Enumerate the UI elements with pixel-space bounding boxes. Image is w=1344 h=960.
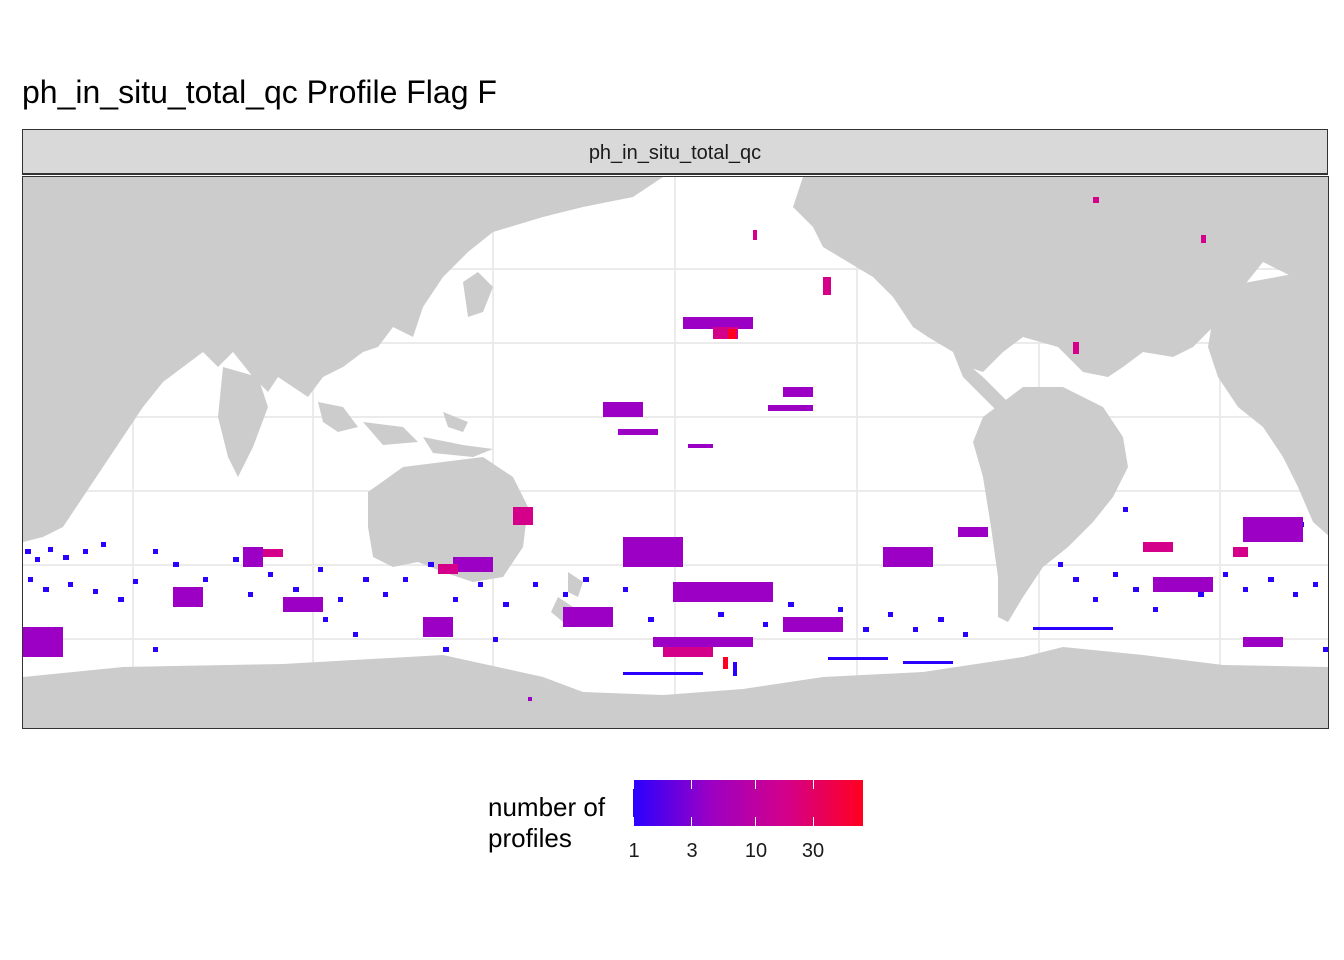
land: [23, 177, 1328, 728]
world-map: [23, 177, 1328, 728]
indonesia-land: [318, 402, 493, 457]
legend-tick-label: 10: [744, 840, 768, 862]
facet-label: ph_in_situ_total_qc: [588, 142, 762, 164]
southern-ocean-band-purple: [23, 317, 1303, 701]
australia-land: [368, 457, 528, 582]
legend-title-line-1: number of: [488, 792, 606, 822]
legend-tick-label: 1: [628, 840, 640, 862]
legend-tick: [755, 817, 756, 826]
map-panel: [22, 176, 1329, 729]
legend-tick: [813, 817, 814, 826]
legend-tick: [691, 780, 692, 789]
legend-tick-label: 3: [686, 840, 698, 862]
chart-title: ph_in_situ_total_qc Profile Flag F: [22, 74, 497, 110]
antarctica-land: [23, 647, 1328, 728]
south-america-land: [973, 387, 1128, 622]
greenland-land: [1173, 177, 1263, 247]
japan-land: [463, 272, 493, 317]
legend-tick: [633, 817, 634, 826]
uk-land: [1298, 212, 1323, 247]
high-count-cells: [723, 329, 736, 669]
legend-tick: [633, 780, 634, 789]
india-land: [218, 367, 268, 477]
new-zealand-land: [551, 572, 583, 622]
legend-title: number of profiles: [488, 792, 605, 854]
legend-title-line-2: profiles: [488, 823, 572, 853]
color-legend: number of profiles 1 3 10 30: [488, 780, 868, 870]
legend-colorbar: [633, 780, 863, 826]
legend-tick: [691, 817, 692, 826]
legend-tick: [813, 780, 814, 789]
facet-strip: ph_in_situ_total_qc: [22, 129, 1328, 175]
profile-cells: [23, 197, 1328, 701]
central-america-land: [953, 352, 1013, 417]
legend-tick-label: 30: [801, 840, 825, 862]
northern-patches-magenta: [263, 197, 1248, 657]
southern-ocean-band-blue: [25, 507, 1328, 676]
eurasia-land: [23, 177, 663, 542]
legend-tick: [755, 780, 756, 789]
africa-europe-land: [1208, 267, 1328, 536]
